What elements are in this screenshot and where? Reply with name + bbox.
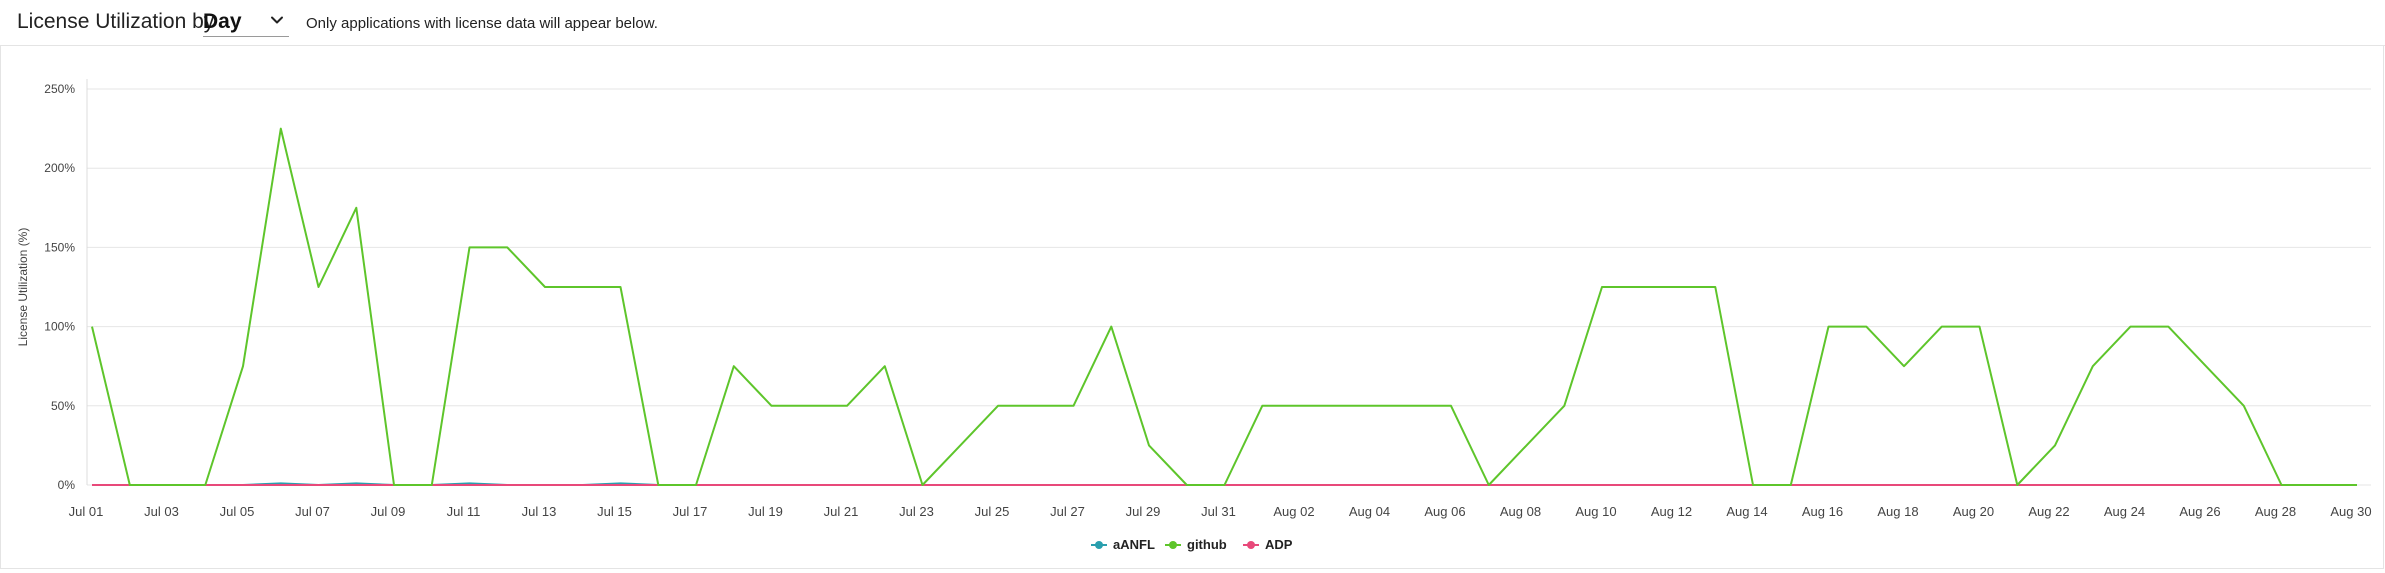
x-tick-label: Jul 07 bbox=[295, 504, 330, 519]
legend-marker bbox=[1247, 541, 1255, 549]
chart-header: License Utilization by Day Only applicat… bbox=[0, 0, 2385, 46]
y-tick-label: 50% bbox=[51, 399, 75, 413]
legend-marker bbox=[1095, 541, 1103, 549]
x-tick-label: Jul 21 bbox=[824, 504, 859, 519]
x-tick-label: Jul 19 bbox=[748, 504, 783, 519]
x-tick-label: Jul 31 bbox=[1201, 504, 1236, 519]
license-data-note: Only applications with license data will… bbox=[306, 15, 658, 32]
x-tick-label: Aug 28 bbox=[2255, 504, 2296, 519]
y-tick-label: 0% bbox=[58, 478, 76, 492]
x-tick-label: Aug 08 bbox=[1500, 504, 1541, 519]
x-tick-label: Jul 27 bbox=[1050, 504, 1085, 519]
x-tick-label: Aug 18 bbox=[1877, 504, 1918, 519]
x-tick-label: Jul 09 bbox=[371, 504, 406, 519]
legend-item-aanfl[interactable]: aANFL bbox=[1091, 537, 1155, 552]
y-axis-title: License Utilization (%) bbox=[16, 228, 30, 347]
y-tick-label: 200% bbox=[44, 161, 75, 175]
x-tick-label: Aug 24 bbox=[2104, 504, 2145, 519]
x-tick-label: Aug 02 bbox=[1273, 504, 1314, 519]
period-select-value: Day bbox=[203, 10, 242, 33]
x-tick-label: Aug 22 bbox=[2028, 504, 2069, 519]
x-tick-label: Jul 05 bbox=[220, 504, 255, 519]
legend-label: ADP bbox=[1265, 537, 1293, 552]
y-tick-label: 150% bbox=[44, 240, 75, 254]
x-tick-label: Aug 20 bbox=[1953, 504, 1994, 519]
x-tick-label: Jul 15 bbox=[597, 504, 632, 519]
x-tick-label: Aug 14 bbox=[1726, 504, 1767, 519]
x-tick-label: Jul 25 bbox=[975, 504, 1010, 519]
x-tick-label: Jul 13 bbox=[522, 504, 557, 519]
line-chart: 0% 50% 100% 150% 200% 250% License Utilization… bbox=[16, 79, 2372, 552]
x-tick-label: Aug 10 bbox=[1575, 504, 1616, 519]
x-tick-label: Jul 29 bbox=[1126, 504, 1161, 519]
y-tick-label: 250% bbox=[44, 82, 75, 96]
x-tick-label: Jul 01 bbox=[69, 504, 104, 519]
legend-label: github bbox=[1187, 537, 1227, 552]
x-tick-label: Aug 30 bbox=[2330, 504, 2371, 519]
x-tick-label: Jul 03 bbox=[144, 504, 179, 519]
y-tick-label: 100% bbox=[44, 320, 75, 334]
period-select[interactable]: Day bbox=[203, 8, 289, 37]
x-tick-label: Jul 17 bbox=[673, 504, 708, 519]
legend-item-adp[interactable]: ADP bbox=[1243, 537, 1293, 552]
series-line-github bbox=[91, 127, 2357, 486]
chevron-down-icon bbox=[271, 16, 283, 24]
legend-label: aANFL bbox=[1113, 537, 1155, 552]
x-tick-label: Aug 12 bbox=[1651, 504, 1692, 519]
x-tick-label: Jul 11 bbox=[447, 504, 481, 519]
x-tick-label: Jul 23 bbox=[899, 504, 934, 519]
x-tick-label: Aug 06 bbox=[1424, 504, 1465, 519]
chart-title: License Utilization by bbox=[17, 10, 215, 33]
legend-item-github[interactable]: github bbox=[1165, 537, 1227, 552]
legend-marker bbox=[1169, 541, 1177, 549]
chart-panel: 0% 50% 100% 150% 200% 250% License Utilization… bbox=[0, 46, 2384, 569]
x-tick-label: Aug 26 bbox=[2179, 504, 2220, 519]
x-tick-label: Aug 16 bbox=[1802, 504, 1843, 519]
x-tick-label: Aug 04 bbox=[1349, 504, 1390, 519]
